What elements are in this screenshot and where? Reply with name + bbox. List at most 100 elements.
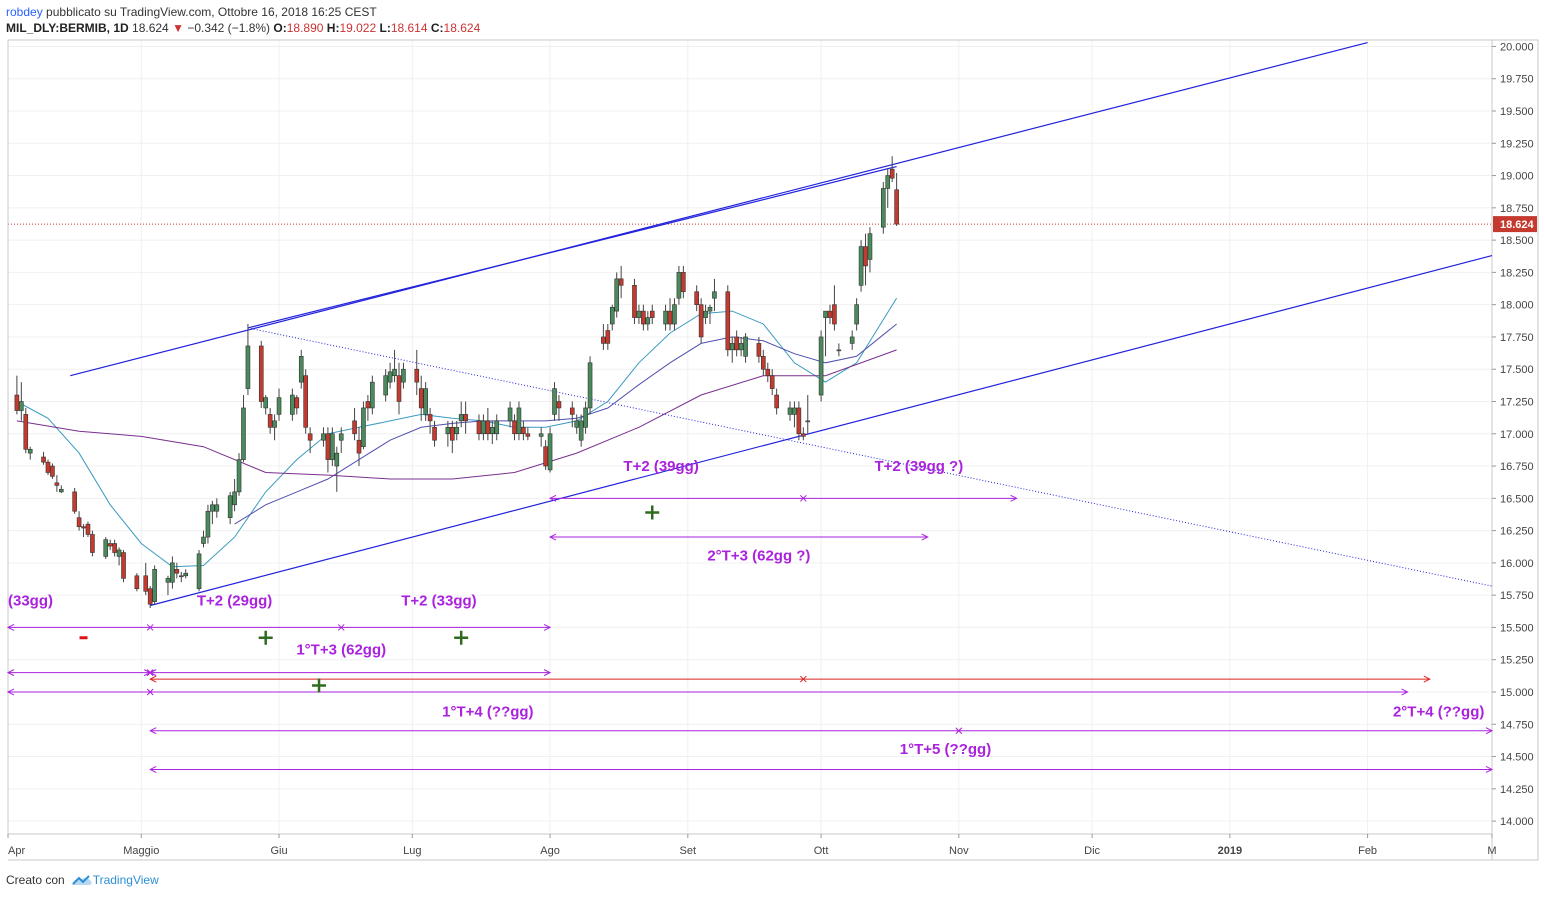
candle-body[interactable] [645, 317, 651, 325]
candle-body[interactable] [383, 375, 388, 396]
candle-body[interactable] [494, 420, 500, 435]
candle-body[interactable] [738, 343, 744, 351]
candle-body[interactable] [227, 495, 233, 518]
candle-body[interactable] [707, 306, 713, 312]
candle-body[interactable] [769, 375, 775, 389]
candle-body[interactable] [618, 278, 624, 286]
candle-body[interactable] [41, 456, 46, 463]
candle-body[interactable] [334, 452, 340, 467]
candle-body[interactable] [832, 304, 837, 325]
candle-body[interactable] [729, 343, 735, 351]
candle-body[interactable] [649, 310, 655, 318]
candle-body[interactable] [543, 446, 548, 467]
candle-body[interactable] [516, 407, 522, 435]
candle-body[interactable] [210, 504, 215, 512]
candle-body[interactable] [370, 381, 375, 409]
candle-body[interactable] [401, 368, 406, 383]
candle-body[interactable] [414, 368, 420, 383]
candles[interactable] [14, 156, 899, 609]
candle-body[interactable] [521, 427, 526, 435]
candle-body[interactable] [609, 306, 615, 325]
candle-body[interactable] [703, 310, 708, 318]
candle-body[interactable] [636, 310, 642, 318]
range-arrows[interactable] [6, 494, 1494, 773]
candle-body[interactable] [116, 549, 122, 557]
candle-body[interactable] [485, 420, 491, 435]
candle-body[interactable] [245, 345, 251, 389]
candle-body[interactable] [805, 420, 811, 423]
candle-body[interactable] [134, 575, 140, 589]
candle-body[interactable] [321, 433, 326, 441]
candle-body[interactable] [214, 504, 220, 512]
candle-body[interactable] [152, 569, 157, 602]
candle-body[interactable] [792, 407, 797, 415]
candle-body[interactable] [756, 343, 762, 357]
candle-body[interactable] [578, 420, 584, 441]
candle-body[interactable] [454, 427, 460, 435]
candle-body[interactable] [489, 427, 495, 435]
candle-body[interactable] [90, 534, 95, 553]
candle-body[interactable] [165, 578, 171, 583]
candle-body[interactable] [672, 304, 677, 325]
candle-body[interactable] [445, 427, 451, 435]
candle-body[interactable] [272, 420, 277, 428]
candle-body[interactable] [863, 246, 868, 267]
candle-body[interactable] [45, 461, 51, 473]
candle-body[interactable] [818, 336, 824, 396]
x-axis[interactable]: Apr Maggio Giu Lug Ago Set Ott Nov Dic 2019 Feb M [7, 834, 1497, 857]
candle-body[interactable] [787, 407, 793, 415]
candle-body[interactable] [632, 285, 637, 318]
candle-body[interactable] [338, 433, 344, 441]
candle-body[interactable] [667, 310, 673, 325]
lower-channel-line[interactable] [150, 255, 1493, 607]
candle-body[interactable] [885, 175, 891, 189]
candle-body[interactable] [170, 562, 175, 583]
candle-body[interactable] [361, 407, 366, 447]
candle-body[interactable] [241, 407, 246, 460]
candle-body[interactable] [463, 414, 468, 422]
candle-body[interactable] [427, 414, 433, 422]
candle-body[interactable] [694, 291, 699, 305]
candle-body[interactable] [796, 407, 802, 435]
candle-body[interactable] [59, 488, 64, 493]
candle-body[interactable] [290, 394, 295, 415]
candle-body[interactable] [330, 433, 335, 460]
candle-body[interactable] [298, 356, 304, 383]
candle-body[interactable] [27, 448, 33, 454]
candle-body[interactable] [725, 291, 731, 351]
candle-body[interactable] [14, 394, 20, 411]
candle-body[interactable] [858, 246, 864, 286]
candle-body[interactable] [258, 345, 264, 402]
candle-body[interactable] [387, 371, 393, 383]
upper-channel-from-may-high-line[interactable] [247, 165, 897, 329]
candle-body[interactable] [712, 291, 717, 299]
candle-body[interactable] [614, 278, 620, 312]
candle-body[interactable] [112, 543, 117, 553]
tradingview-brand[interactable]: TradingView [92, 873, 159, 887]
candle-body[interactable] [307, 433, 313, 441]
candle-body[interactable] [232, 491, 237, 506]
candle-body[interactable] [481, 420, 486, 435]
candle-body[interactable] [605, 330, 611, 344]
candle-body[interactable] [85, 523, 91, 535]
candle-body[interactable] [205, 510, 211, 538]
candle-body[interactable] [423, 388, 428, 415]
candle-body[interactable] [583, 407, 588, 428]
candle-body[interactable] [147, 588, 153, 605]
candle-body[interactable] [765, 368, 771, 376]
author-link[interactable]: robdey [6, 5, 43, 19]
candle-body[interactable] [294, 397, 300, 409]
candle-body[interactable] [854, 304, 859, 325]
candle-body[interactable] [894, 189, 899, 225]
candle-body[interactable] [552, 388, 557, 415]
candle-body[interactable] [54, 482, 60, 486]
candle-body[interactable] [50, 465, 55, 477]
candle-body[interactable] [432, 427, 437, 441]
candle-body[interactable] [889, 168, 895, 179]
candle-body[interactable] [178, 575, 184, 578]
candle-body[interactable] [76, 517, 82, 528]
candle-body[interactable] [356, 439, 362, 454]
candle-body[interactable] [196, 553, 202, 589]
trendlines[interactable] [70, 42, 1493, 607]
